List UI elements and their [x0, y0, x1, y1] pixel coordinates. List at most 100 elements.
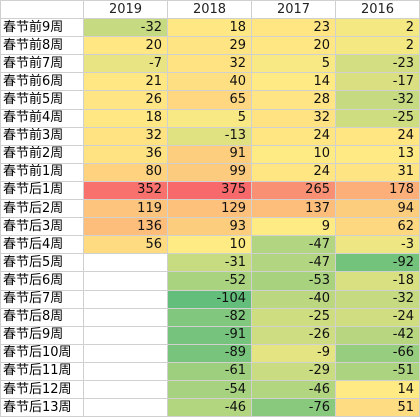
value-cell[interactable]: 26: [83, 90, 168, 110]
row-label: 春节前7周: [0, 54, 84, 74]
value-cell[interactable]: 21: [83, 72, 168, 92]
value-cell[interactable]: 24: [335, 126, 420, 146]
table-row: 春节前3周 32 -13 24 24: [0, 126, 420, 146]
value-cell[interactable]: 265: [251, 180, 336, 201]
value-cell[interactable]: 2: [335, 36, 420, 56]
value-cell[interactable]: 13: [335, 144, 420, 164]
value-cell[interactable]: 10: [167, 235, 252, 255]
value-cell[interactable]: -52: [167, 271, 252, 291]
value-cell[interactable]: 5: [167, 108, 252, 128]
value-cell[interactable]: 20: [83, 36, 168, 56]
value-cell[interactable]: -25: [251, 307, 336, 327]
value-cell[interactable]: -18: [335, 271, 420, 291]
value-cell[interactable]: [83, 325, 168, 345]
value-cell[interactable]: 62: [335, 217, 420, 237]
table-row: 春节后9周 -91 -26 -42: [0, 325, 420, 345]
value-cell[interactable]: 99: [167, 162, 252, 182]
value-cell[interactable]: [83, 379, 168, 400]
value-cell[interactable]: 178: [335, 180, 420, 201]
value-cell[interactable]: 93: [167, 217, 252, 237]
value-cell[interactable]: 14: [251, 72, 336, 92]
value-cell[interactable]: -82: [167, 307, 252, 327]
value-cell[interactable]: 32: [83, 126, 168, 146]
value-cell[interactable]: 352: [83, 180, 168, 201]
table-row: 春节后12周 -54 -46 14: [0, 379, 420, 400]
value-cell[interactable]: 36: [83, 144, 168, 164]
value-cell[interactable]: [83, 361, 168, 381]
value-cell[interactable]: -46: [167, 398, 252, 417]
value-cell[interactable]: 375: [167, 180, 252, 201]
value-cell[interactable]: -26: [251, 325, 336, 345]
value-cell[interactable]: 24: [251, 162, 336, 182]
value-cell[interactable]: [83, 289, 168, 309]
row-label: 春节前2周: [0, 144, 84, 164]
value-cell[interactable]: -7: [83, 54, 168, 74]
value-cell[interactable]: -32: [335, 90, 420, 110]
value-cell[interactable]: -23: [335, 54, 420, 74]
value-cell[interactable]: 136: [83, 217, 168, 237]
value-cell[interactable]: 10: [251, 144, 336, 164]
value-cell[interactable]: -92: [335, 253, 420, 273]
value-cell[interactable]: -25: [335, 108, 420, 128]
value-cell[interactable]: 119: [83, 199, 168, 219]
value-cell[interactable]: 137: [251, 199, 336, 219]
value-cell[interactable]: 20: [251, 36, 336, 56]
value-cell[interactable]: -17: [335, 72, 420, 92]
value-cell[interactable]: [83, 307, 168, 327]
value-cell[interactable]: -89: [167, 343, 252, 363]
value-cell[interactable]: 18: [83, 108, 168, 128]
value-cell[interactable]: 14: [335, 379, 420, 400]
table-row: 春节后10周 -89 -9 -66: [0, 343, 420, 363]
value-cell[interactable]: 51: [335, 398, 420, 417]
value-cell[interactable]: -13: [167, 126, 252, 146]
value-cell[interactable]: 2: [335, 18, 420, 38]
row-label: 春节后12周: [0, 379, 84, 400]
value-cell[interactable]: 18: [167, 18, 252, 38]
table-row: 春节前4周 18 5 32 -25: [0, 108, 420, 128]
value-cell[interactable]: 40: [167, 72, 252, 92]
value-cell[interactable]: 32: [251, 108, 336, 128]
value-cell[interactable]: -104: [167, 289, 252, 309]
value-cell[interactable]: -53: [251, 271, 336, 291]
value-cell[interactable]: 32: [167, 54, 252, 74]
value-cell[interactable]: 5: [251, 54, 336, 74]
value-cell[interactable]: -47: [251, 235, 336, 255]
value-cell[interactable]: -51: [335, 361, 420, 381]
value-cell[interactable]: -32: [83, 18, 168, 38]
value-cell[interactable]: -31: [167, 253, 252, 273]
value-cell[interactable]: 65: [167, 90, 252, 110]
value-cell[interactable]: 94: [335, 199, 420, 219]
value-cell[interactable]: -76: [251, 398, 336, 417]
value-cell[interactable]: 29: [167, 36, 252, 56]
value-cell[interactable]: 9: [251, 217, 336, 237]
value-cell[interactable]: [83, 343, 168, 363]
value-cell[interactable]: -46: [251, 379, 336, 400]
value-cell[interactable]: -3: [335, 235, 420, 255]
value-cell[interactable]: -54: [167, 379, 252, 400]
value-cell[interactable]: -24: [335, 307, 420, 327]
value-cell[interactable]: 80: [83, 162, 168, 182]
value-cell[interactable]: 23: [251, 18, 336, 38]
year-header: 2019: [83, 0, 168, 20]
value-cell[interactable]: 56: [83, 235, 168, 255]
value-cell[interactable]: [83, 398, 168, 417]
value-cell[interactable]: -42: [335, 325, 420, 345]
value-cell[interactable]: -29: [251, 361, 336, 381]
value-cell[interactable]: 24: [251, 126, 336, 146]
row-label: 春节后13周: [0, 398, 84, 417]
value-cell[interactable]: [83, 271, 168, 291]
value-cell[interactable]: -40: [251, 289, 336, 309]
value-cell[interactable]: 91: [167, 144, 252, 164]
value-cell[interactable]: [83, 253, 168, 273]
value-cell[interactable]: 129: [167, 199, 252, 219]
table-row: 春节后11周 -61 -29 -51: [0, 361, 420, 381]
value-cell[interactable]: -9: [251, 343, 336, 363]
value-cell[interactable]: -66: [335, 343, 420, 363]
value-cell[interactable]: -47: [251, 253, 336, 273]
value-cell[interactable]: -61: [167, 361, 252, 381]
value-cell[interactable]: 31: [335, 162, 420, 182]
value-cell[interactable]: -32: [335, 289, 420, 309]
value-cell[interactable]: -91: [167, 325, 252, 345]
row-label: 春节前8周: [0, 36, 84, 56]
value-cell[interactable]: 28: [251, 90, 336, 110]
